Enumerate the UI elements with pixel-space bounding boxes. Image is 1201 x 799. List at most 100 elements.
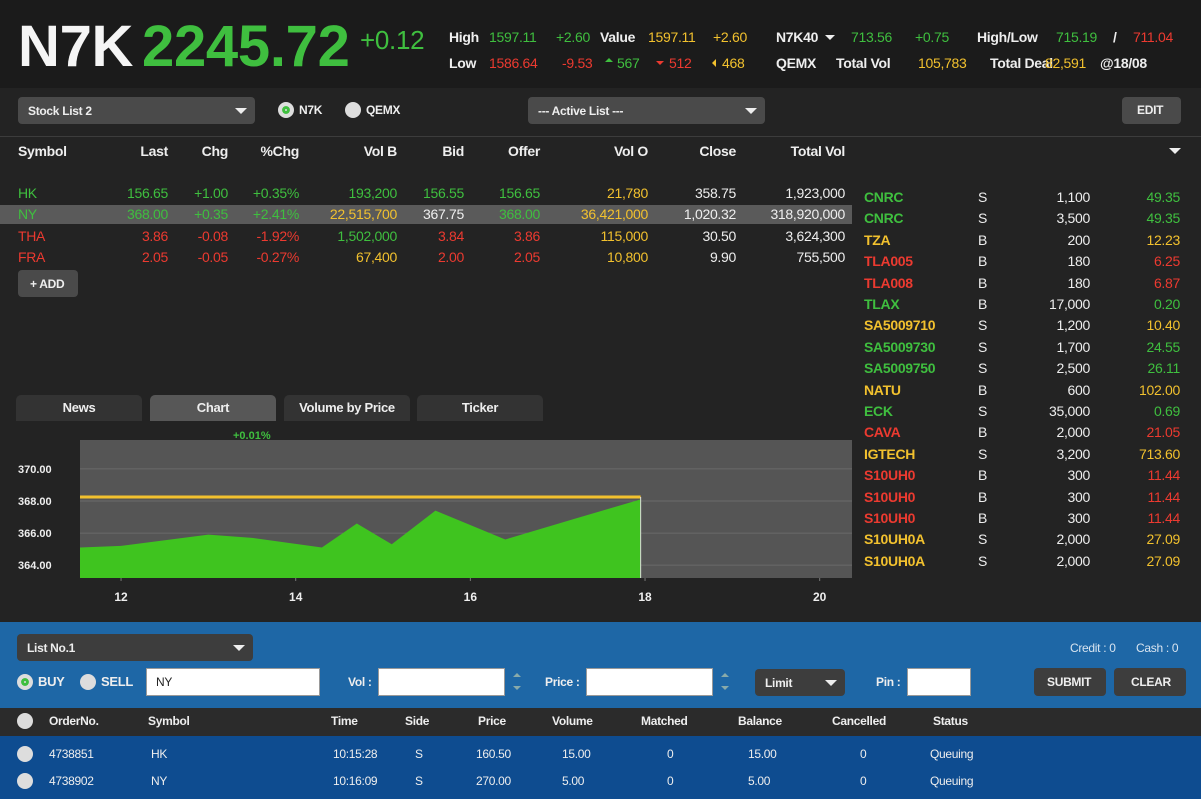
radio-button[interactable] bbox=[17, 746, 33, 762]
stat-value: QEMX bbox=[776, 55, 817, 71]
ticker-cell: 102.00 bbox=[1138, 381, 1180, 398]
watch-cell: NY bbox=[18, 206, 37, 223]
ticker-cell: 300 bbox=[1067, 510, 1091, 526]
radio-button[interactable] bbox=[17, 674, 33, 690]
column-header: Close bbox=[699, 143, 736, 159]
ticker-cell: IGTECH bbox=[864, 445, 916, 462]
ticker-cell: 300 bbox=[1067, 488, 1091, 505]
order-column-header: Side bbox=[405, 714, 430, 728]
radio-button[interactable] bbox=[80, 674, 96, 690]
watch-cell: 3.84 bbox=[437, 227, 464, 244]
stat-value: @18/08 bbox=[1100, 55, 1147, 71]
stat-value: 512 bbox=[669, 55, 692, 71]
watch-cell: -0.08 bbox=[197, 227, 229, 244]
ticker-cell: 26.11 bbox=[1147, 360, 1181, 377]
index-price: 2245.72 bbox=[142, 14, 350, 79]
x-tick-label: 18 bbox=[638, 590, 652, 604]
edit-button[interactable] bbox=[1122, 97, 1181, 124]
order-column-header: Time bbox=[331, 714, 358, 728]
radio-button[interactable] bbox=[278, 102, 294, 118]
watch-cell: 3,624,300 bbox=[785, 227, 845, 244]
ticker-cell: 2,000 bbox=[1056, 424, 1090, 441]
watch-cell: FRA bbox=[18, 249, 46, 266]
watch-cell: 368.00 bbox=[498, 206, 540, 223]
ticker-cell: 3,200 bbox=[1056, 445, 1090, 462]
ticker-cell: S bbox=[978, 552, 988, 569]
tab[interactable] bbox=[417, 395, 543, 421]
x-tick-label: 12 bbox=[114, 590, 128, 604]
ticker-cell: B bbox=[978, 381, 988, 398]
watch-cell: 22,515,700 bbox=[329, 206, 397, 223]
text-input[interactable] bbox=[146, 668, 320, 696]
orders-header-bar bbox=[0, 708, 1201, 736]
submit-button[interactable] bbox=[1034, 668, 1106, 696]
x-tick-label: 14 bbox=[289, 590, 303, 604]
ticker-cell: 6.25 bbox=[1153, 253, 1180, 270]
cash-label: Cash : 0 bbox=[1136, 641, 1179, 655]
watch-cell: 21,780 bbox=[606, 185, 648, 201]
stat-value: High bbox=[449, 29, 479, 45]
watch-cell: 193,200 bbox=[348, 185, 397, 201]
ticker-cell: 180 bbox=[1067, 274, 1091, 291]
add-label: + ADD bbox=[30, 277, 65, 291]
tab-label: News bbox=[62, 400, 96, 415]
stat-value: N7K40 bbox=[776, 29, 819, 45]
x-tick-label: 16 bbox=[464, 590, 478, 604]
tab[interactable] bbox=[16, 395, 142, 421]
watch-cell: THA bbox=[18, 227, 46, 244]
spinner-down bbox=[513, 686, 521, 690]
ticker-cell: S10UH0 bbox=[864, 510, 916, 526]
add-button[interactable] bbox=[18, 270, 78, 297]
tab[interactable] bbox=[150, 395, 276, 421]
order-cell: 10:15:28 bbox=[333, 747, 378, 761]
text-input[interactable] bbox=[378, 668, 505, 696]
ticker-cell: 2,000 bbox=[1056, 552, 1090, 569]
order-cell: 4738902 bbox=[49, 774, 94, 788]
order-cell: S bbox=[415, 747, 423, 761]
edit-label: EDIT bbox=[1137, 103, 1164, 117]
stat-value: 105,783 bbox=[918, 55, 967, 71]
order-cell: HK bbox=[151, 747, 168, 761]
watch-cell: 1,502,000 bbox=[337, 227, 397, 244]
order-cell: 0 bbox=[860, 747, 867, 761]
dropdown-caret bbox=[233, 644, 245, 651]
ticker-cell: 6.87 bbox=[1153, 274, 1180, 291]
order-list-select[interactable] bbox=[17, 634, 253, 661]
down-arrow bbox=[656, 61, 664, 65]
ticker-cell: S bbox=[978, 360, 988, 377]
tab[interactable] bbox=[284, 395, 410, 421]
ticker-cell: 0.69 bbox=[1153, 403, 1180, 419]
ticker-cell: S bbox=[978, 403, 988, 419]
price-label: Price : bbox=[545, 675, 580, 689]
ticker-cell: TLAX bbox=[864, 296, 900, 312]
watch-cell: 318,920,000 bbox=[770, 206, 845, 223]
text-input[interactable] bbox=[907, 668, 971, 696]
order-column-header: Matched bbox=[641, 714, 688, 728]
text-input[interactable] bbox=[586, 668, 713, 696]
stat-value: Low bbox=[449, 55, 477, 71]
stat-value: Total Vol bbox=[836, 55, 891, 71]
order-cell: 4738851 bbox=[49, 747, 94, 761]
ticker-cell: S bbox=[978, 445, 988, 462]
ticker-cell: 3,500 bbox=[1056, 210, 1090, 227]
ticker-cell: 1,200 bbox=[1056, 317, 1090, 334]
watch-cell: 1,020.32 bbox=[683, 206, 736, 223]
ticker-cell: 12.23 bbox=[1146, 231, 1180, 248]
ticker-cell: B bbox=[978, 424, 988, 441]
clear-button[interactable] bbox=[1114, 668, 1186, 696]
watch-cell: -0.27% bbox=[256, 249, 299, 266]
radio-button[interactable] bbox=[17, 713, 33, 729]
radio-button[interactable] bbox=[345, 102, 361, 118]
order-cell: 5.00 bbox=[748, 774, 771, 788]
watch-cell: 3.86 bbox=[513, 227, 540, 244]
order-column-header: Status bbox=[933, 714, 968, 728]
radio-button[interactable] bbox=[17, 773, 33, 789]
ticker-cell: B bbox=[978, 296, 988, 312]
watch-cell: -0.05 bbox=[197, 249, 229, 266]
ticker-cell: 713.60 bbox=[1138, 445, 1180, 462]
watch-cell: 156.65 bbox=[498, 185, 540, 201]
y-tick-label: 364.00 bbox=[18, 560, 52, 572]
tab-label: Chart bbox=[196, 400, 230, 415]
stock-list-select[interactable] bbox=[18, 97, 255, 124]
active-list-select[interactable] bbox=[528, 97, 765, 124]
